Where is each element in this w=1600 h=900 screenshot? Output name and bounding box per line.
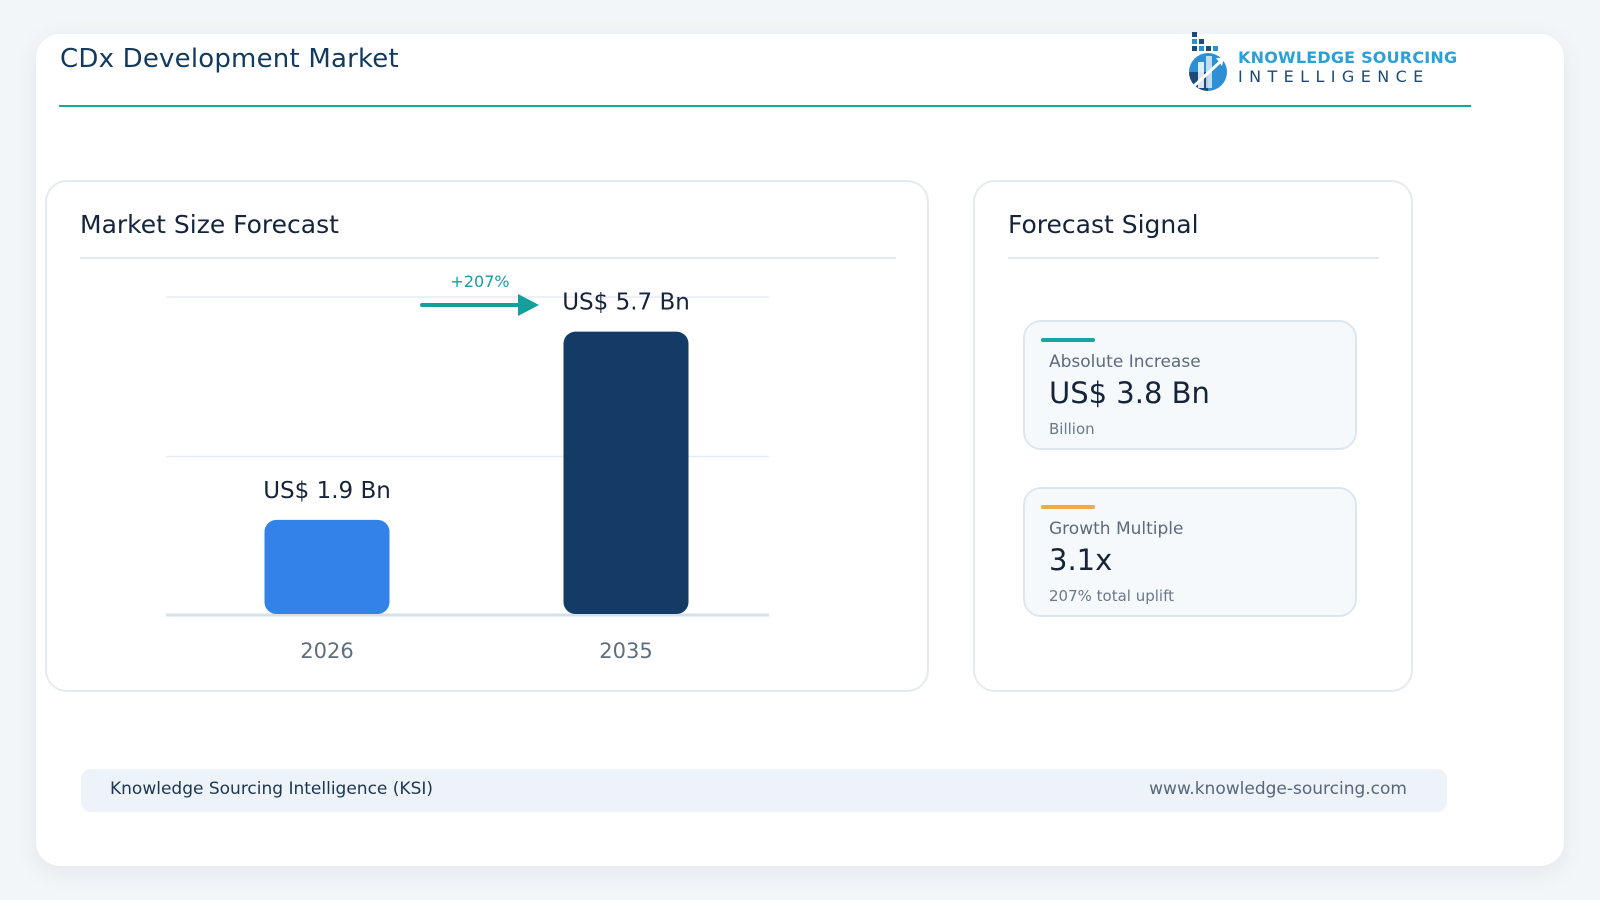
- header-divider: [59, 105, 1471, 107]
- market-size-title: Market Size Forecast: [80, 210, 339, 239]
- metric-label: Growth Multiple: [1049, 519, 1184, 539]
- forecast-signal-panel: Forecast Signal Absolute Increase US$ 3.…: [973, 180, 1413, 692]
- logo-text-line2: INTELLIGENCE: [1238, 67, 1430, 86]
- metric-card-growth-multiple: Growth Multiple 3.1x 207% total uplift: [1023, 487, 1357, 617]
- forecast-signal-divider: [1008, 257, 1379, 259]
- ksi-logo-icon: [1189, 32, 1227, 91]
- metric-label: Absolute Increase: [1049, 352, 1201, 372]
- market-size-divider: [80, 257, 896, 259]
- x-tick-label: 2026: [300, 639, 353, 663]
- x-tick-label: 2035: [599, 639, 652, 663]
- metric-value: 3.1x: [1049, 543, 1113, 577]
- logo-text-line1: KNOWLEDGE SOURCING: [1238, 48, 1458, 67]
- metric-accent-bar: [1041, 338, 1095, 342]
- footer-bar: Knowledge Sourcing Intelligence (KSI) ww…: [81, 769, 1447, 812]
- page-title: CDx Development Market: [60, 44, 399, 74]
- bar-2035: [563, 331, 689, 614]
- growth-label: +207%: [450, 272, 509, 291]
- ksi-logo: KNOWLEDGE SOURCING INTELLIGENCE: [1176, 24, 1457, 96]
- metric-value: US$ 3.8 Bn: [1049, 376, 1210, 410]
- growth-arrow-head: [518, 294, 539, 316]
- bar-2026: [264, 519, 390, 614]
- bar-value-label: US$ 1.9 Bn: [263, 478, 391, 504]
- forecast-signal-title: Forecast Signal: [1008, 210, 1199, 239]
- footer-website-link[interactable]: www.knowledge-sourcing.com: [1149, 779, 1407, 799]
- metric-note: 207% total uplift: [1049, 587, 1174, 605]
- market-size-chart: US$ 1.9 Bn 2026 US$ 5.7 Bn 2035 +207%: [166, 272, 769, 663]
- footer-company-name: Knowledge Sourcing Intelligence (KSI): [110, 779, 434, 799]
- bar-value-label: US$ 5.7 Bn: [562, 290, 690, 316]
- metric-card-absolute-increase: Absolute Increase US$ 3.8 Bn Billion: [1023, 320, 1357, 450]
- metric-note: Billion: [1049, 420, 1095, 438]
- market-size-panel: Market Size Forecast US$ 1.9 Bn 2026 US$ 5…: [45, 180, 929, 692]
- metric-accent-bar: [1041, 505, 1095, 509]
